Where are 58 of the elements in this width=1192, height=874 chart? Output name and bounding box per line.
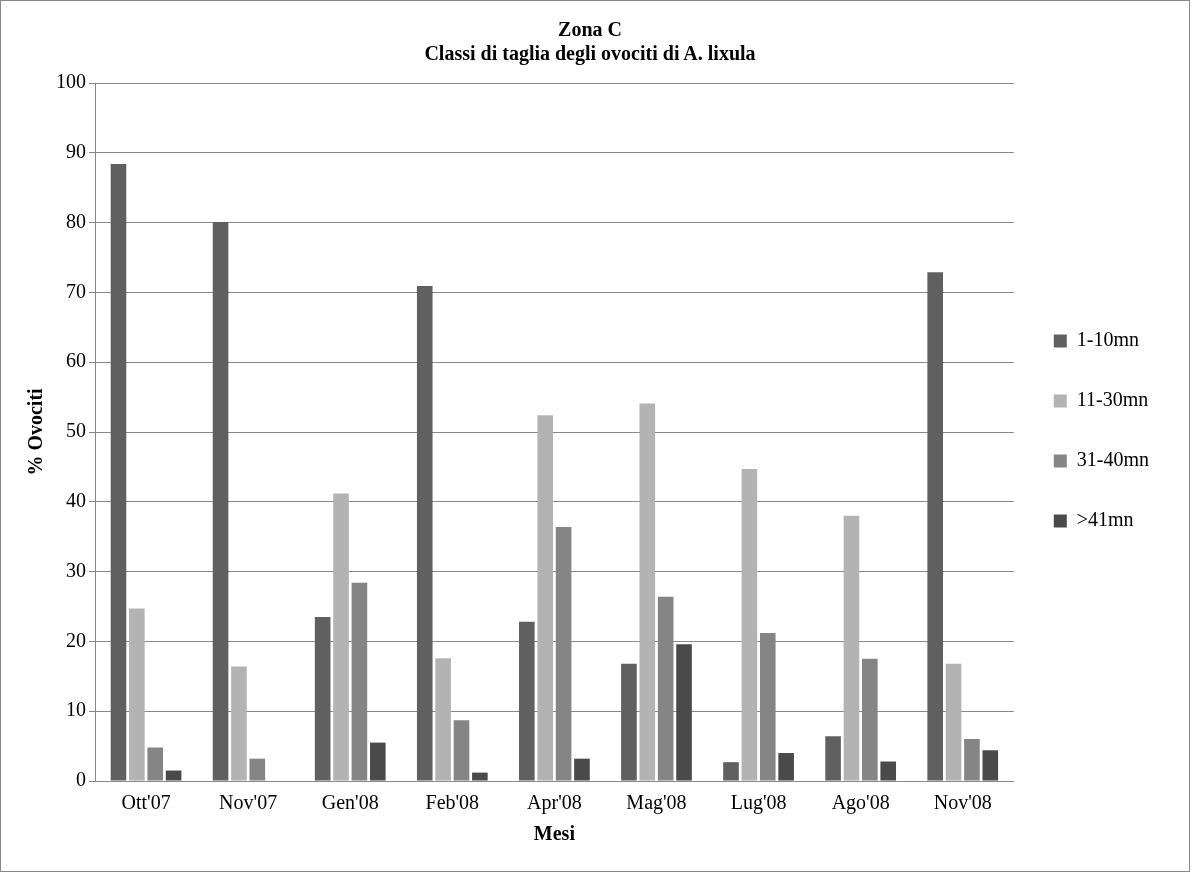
- bar: [249, 758, 266, 781]
- bar: [416, 286, 433, 781]
- y-tick-label: 50: [66, 419, 86, 442]
- bar: [537, 415, 554, 781]
- x-tick-label: Lug'08: [730, 791, 787, 815]
- bar: [723, 762, 739, 781]
- y-tick-label: 90: [66, 140, 86, 163]
- legend-label: >41mn: [1076, 508, 1134, 531]
- bar: [129, 608, 145, 781]
- bar: [964, 739, 980, 781]
- y-tick-label: 30: [66, 558, 86, 581]
- bar: [880, 761, 897, 781]
- bar: [314, 616, 331, 781]
- x-tick-label: Ago'08: [831, 791, 890, 815]
- bar: [741, 468, 758, 781]
- bar: [435, 658, 451, 781]
- bar: [927, 272, 943, 781]
- bar: [825, 736, 841, 781]
- x-tick-label: Mag'08: [626, 791, 687, 815]
- x-tick-label: Ott'07: [121, 791, 171, 814]
- y-tick-label: 60: [66, 349, 86, 372]
- x-tick-label: Nov'07: [219, 791, 278, 814]
- bar: [231, 666, 247, 781]
- y-tick-label: 70: [66, 279, 86, 302]
- y-tick-label: 80: [66, 209, 86, 232]
- y-tick-label: 40: [66, 489, 86, 512]
- x-tick-label: Nov'08: [933, 791, 992, 814]
- bar: [333, 493, 349, 781]
- x-tick-label: Apr'08: [527, 791, 582, 815]
- bar: [453, 720, 470, 781]
- bar: [778, 753, 794, 781]
- x-tick-label: Feb'08: [425, 791, 480, 814]
- bar: [621, 663, 637, 781]
- bar: [982, 750, 999, 781]
- x-axis-title: Mesi: [533, 822, 576, 845]
- bar: [843, 515, 860, 781]
- bar: [369, 742, 386, 781]
- y-tick-label: 20: [66, 628, 86, 651]
- legend-label: 1-10mn: [1076, 328, 1139, 351]
- bar: [676, 644, 692, 781]
- legend-label: 31-40mn: [1076, 448, 1149, 471]
- x-tick-label: Gen'08: [321, 791, 379, 814]
- bar: [639, 403, 656, 781]
- bar: [519, 621, 535, 781]
- bar: [165, 770, 182, 781]
- bar: [110, 163, 127, 781]
- y-tick-label: 0: [76, 768, 86, 791]
- bar: [945, 663, 962, 781]
- y-axis-title: % Ovociti: [24, 387, 47, 476]
- bar: [147, 747, 164, 781]
- chart-title: Zona C: [558, 18, 622, 41]
- bar: [472, 772, 488, 781]
- bar: [212, 221, 229, 781]
- bar: [574, 758, 590, 781]
- legend-label: 11-30mn: [1076, 388, 1149, 411]
- y-tick-label: 10: [66, 698, 86, 721]
- y-tick-label: 100: [56, 70, 86, 93]
- chart-subtitle: Classi di taglia degli ovociti di A. lixula: [424, 42, 756, 66]
